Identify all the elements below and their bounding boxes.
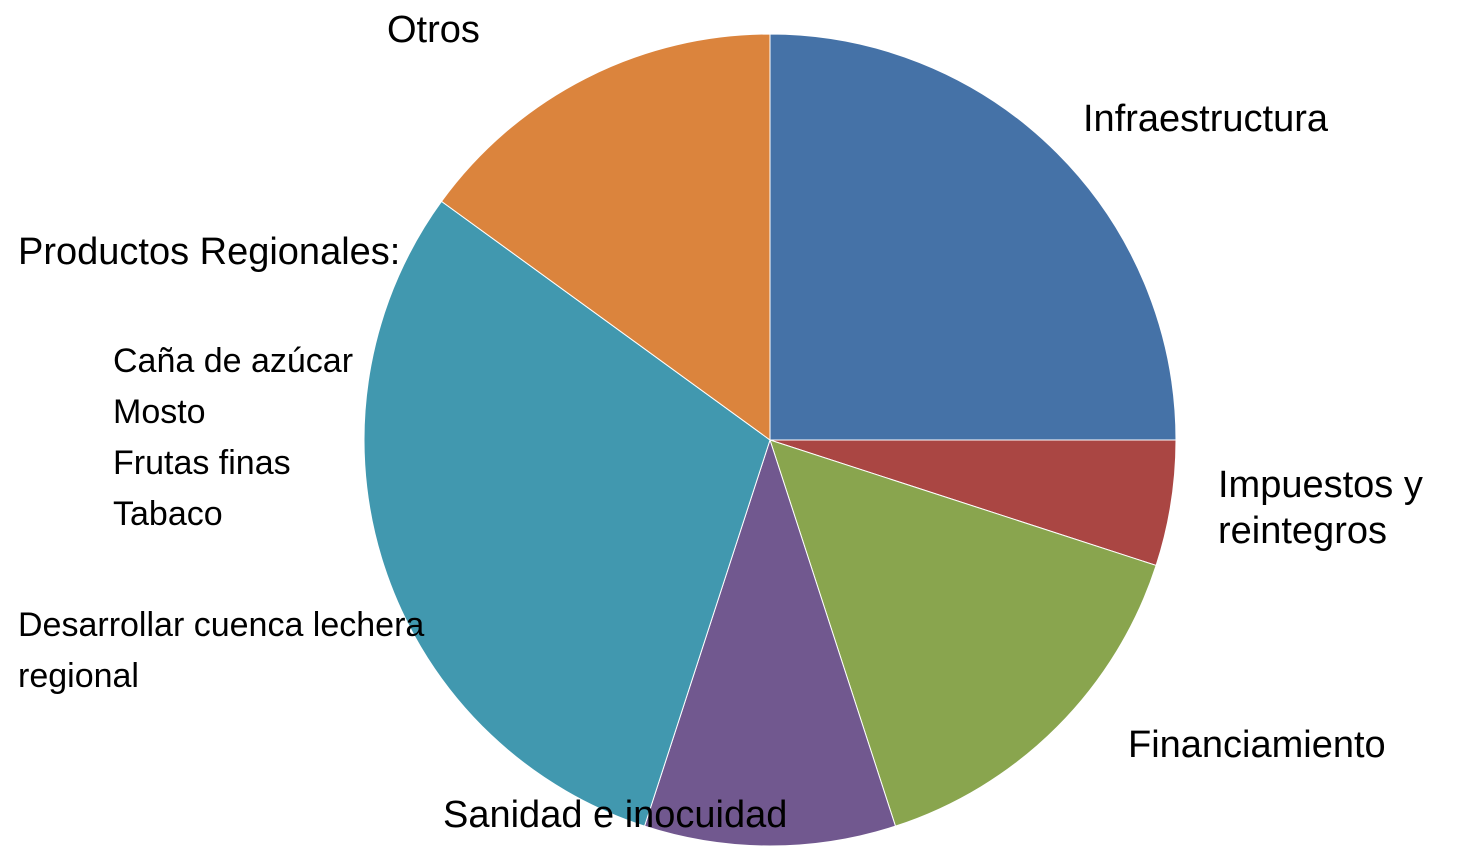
slice-label: Impuestos y reintegros: [1218, 464, 1423, 552]
annotation: Mosto: [113, 393, 206, 431]
slice-label: Productos Regionales:: [18, 231, 401, 273]
slice-label: Infraestructura: [1083, 98, 1328, 140]
annotation: Frutas finas: [113, 444, 291, 482]
slice-label: Otros: [387, 9, 480, 51]
slice-label: Sanidad e inocuidad: [443, 794, 788, 836]
pie-slice: [363, 200, 771, 827]
pie-slice: [440, 33, 771, 441]
annotation: Desarrollar cuenca lechera regional: [18, 606, 425, 695]
annotation: Caña de azúcar: [113, 342, 354, 380]
pie-slice: [769, 33, 1177, 441]
pie-slice: [643, 438, 897, 847]
annotation: Tabaco: [113, 495, 223, 533]
pie-slice: [769, 439, 1157, 827]
slice-label: Financiamiento: [1128, 724, 1386, 766]
